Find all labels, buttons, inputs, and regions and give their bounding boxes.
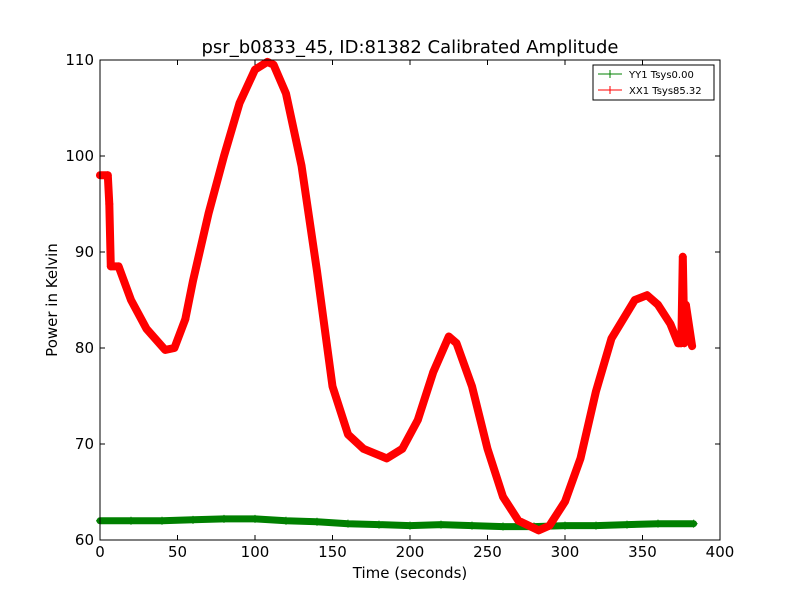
data-point bbox=[666, 320, 675, 328]
data-point bbox=[220, 514, 228, 523]
data-point bbox=[127, 516, 135, 525]
series-core-yy1 bbox=[100, 518, 694, 528]
data-point bbox=[561, 521, 569, 530]
data-point bbox=[678, 252, 687, 261]
data-point bbox=[251, 65, 259, 74]
data-point bbox=[545, 521, 554, 530]
data-point bbox=[413, 416, 422, 424]
data-point bbox=[105, 200, 114, 208]
data-point bbox=[269, 60, 278, 69]
data-point bbox=[444, 332, 453, 341]
data-point bbox=[170, 344, 179, 352]
data-point bbox=[514, 516, 523, 525]
data-point bbox=[235, 99, 244, 108]
data-point bbox=[127, 296, 135, 304]
y-tick-label: 70 bbox=[75, 435, 94, 453]
data-point bbox=[103, 171, 112, 180]
data-point bbox=[483, 444, 492, 453]
data-point bbox=[592, 387, 600, 396]
data-point bbox=[189, 515, 197, 524]
data-point bbox=[220, 152, 228, 160]
x-tick-label: 200 bbox=[396, 543, 425, 561]
legend: YY1 Tsys0.00 XX1 Tsys85.32 bbox=[592, 64, 715, 101]
x-tick-label: 350 bbox=[628, 543, 657, 561]
data-point bbox=[297, 161, 306, 170]
x-tick-label: 400 bbox=[706, 543, 735, 561]
data-point bbox=[282, 516, 290, 525]
x-axis: 0 50 100 150 200 250 300 350 400 bbox=[95, 60, 734, 561]
data-point bbox=[643, 291, 652, 300]
data-point bbox=[313, 267, 321, 276]
data-point bbox=[313, 517, 321, 526]
y-tick-label: 80 bbox=[75, 339, 94, 357]
data-point bbox=[398, 444, 407, 453]
plot-area bbox=[96, 57, 698, 535]
y-axis-label: Power in Kelvin bbox=[43, 243, 61, 357]
legend-box bbox=[592, 64, 715, 101]
x-tick-label: 250 bbox=[473, 543, 502, 561]
data-point bbox=[344, 519, 352, 528]
data-point bbox=[630, 296, 639, 304]
data-point bbox=[375, 520, 383, 529]
legend-label: YY1 Tsys0.00 bbox=[628, 70, 694, 81]
data-point bbox=[623, 520, 631, 529]
x-tick-label: 300 bbox=[551, 543, 580, 561]
y-axis: 60 70 80 90 100 110 bbox=[65, 51, 720, 549]
data-point bbox=[106, 262, 115, 271]
y-tick-label: 60 bbox=[75, 531, 94, 549]
data-point bbox=[114, 262, 123, 271]
data-point bbox=[382, 454, 391, 463]
chart-title: psr_b0833_45, ID:81382 Calibrated Amplit… bbox=[202, 37, 619, 58]
data-point bbox=[592, 521, 600, 530]
data-point bbox=[499, 492, 507, 501]
x-tick-label: 0 bbox=[95, 543, 105, 561]
data-point bbox=[688, 342, 697, 351]
data-point bbox=[452, 339, 461, 348]
x-axis-label: Time (seconds) bbox=[352, 564, 468, 582]
data-point bbox=[689, 519, 698, 528]
data-point bbox=[499, 522, 507, 531]
data-point bbox=[189, 276, 197, 285]
data-point bbox=[654, 300, 662, 309]
series-line-xx1 bbox=[96, 57, 697, 535]
data-point bbox=[204, 209, 213, 218]
data-point bbox=[429, 368, 438, 376]
data-point bbox=[142, 324, 151, 333]
y-tick-label: 100 bbox=[65, 147, 94, 165]
data-point bbox=[561, 497, 569, 506]
data-point bbox=[263, 57, 272, 66]
series-layer bbox=[96, 57, 698, 535]
data-point bbox=[468, 382, 476, 391]
data-point bbox=[328, 382, 337, 391]
data-point bbox=[437, 520, 445, 529]
data-point bbox=[158, 516, 166, 525]
data-point bbox=[251, 514, 259, 523]
data-point bbox=[654, 519, 662, 528]
x-tick-label: 150 bbox=[318, 543, 347, 561]
data-point bbox=[576, 454, 585, 463]
legend-label: XX1 Tsys85.32 bbox=[629, 86, 702, 97]
y-tick-label: 110 bbox=[65, 51, 94, 69]
data-point bbox=[534, 526, 543, 535]
data-point bbox=[681, 300, 690, 309]
data-point bbox=[181, 315, 190, 324]
x-tick-label: 100 bbox=[241, 543, 270, 561]
data-point bbox=[344, 430, 352, 439]
data-point bbox=[359, 444, 368, 453]
x-tick-label: 50 bbox=[168, 543, 187, 561]
data-point bbox=[468, 521, 476, 530]
data-point bbox=[161, 345, 170, 354]
data-point bbox=[680, 339, 689, 348]
data-point bbox=[406, 521, 414, 530]
y-tick-label: 90 bbox=[75, 243, 94, 261]
data-point bbox=[607, 334, 616, 343]
data-point bbox=[282, 89, 290, 98]
